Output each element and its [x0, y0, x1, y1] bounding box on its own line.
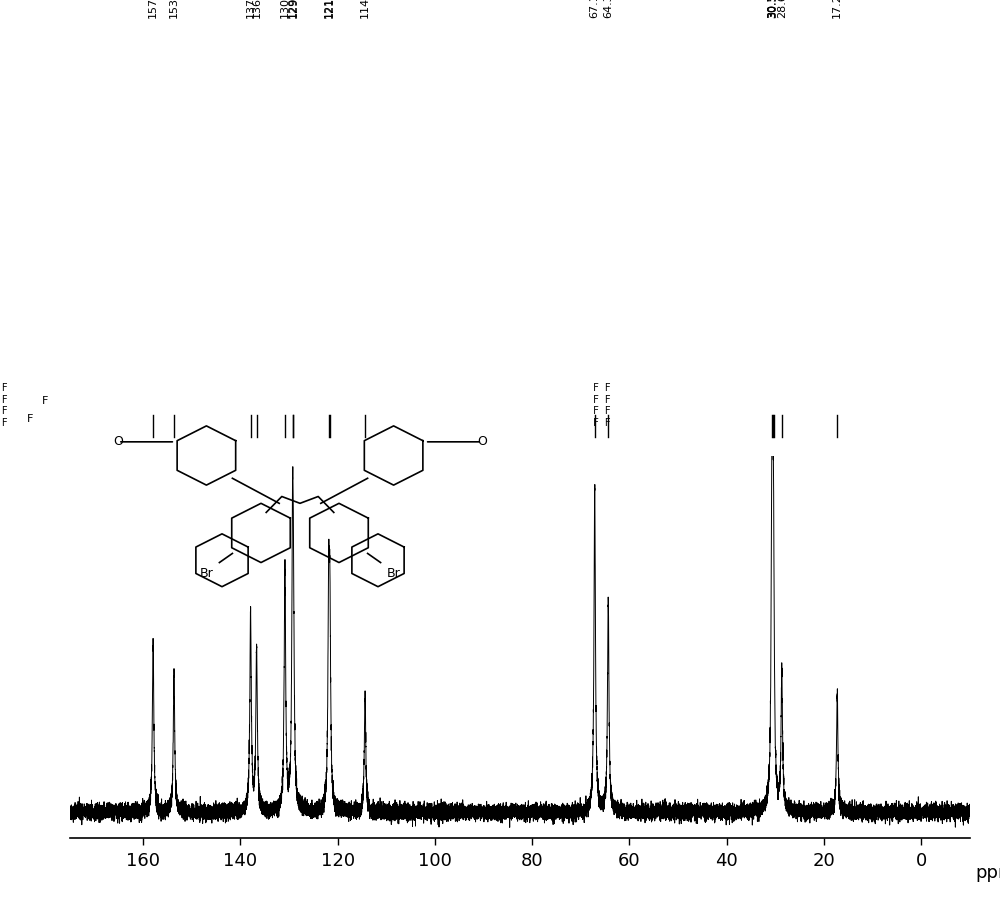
Text: 30.74: 30.74: [767, 0, 777, 18]
Text: F: F: [26, 415, 33, 424]
Text: 130.82: 130.82: [280, 0, 290, 18]
Text: 17.29: 17.29: [832, 0, 842, 18]
Text: 153.62: 153.62: [169, 0, 179, 18]
Text: 30.38: 30.38: [769, 0, 779, 18]
Text: 114.35: 114.35: [360, 0, 370, 18]
Text: 129.25: 129.25: [288, 0, 298, 18]
Text: Br: Br: [387, 568, 400, 580]
Text: 121.58: 121.58: [325, 0, 335, 18]
Text: F: F: [42, 396, 48, 405]
Text: 157.92: 157.92: [148, 0, 158, 18]
Text: F F
F F
F F
F F: F F F F F F F F: [0, 383, 7, 428]
Text: 137.88: 137.88: [246, 0, 256, 18]
Text: F F
F F
F F
F F: F F F F F F F F: [593, 383, 610, 428]
Text: 64.36: 64.36: [603, 0, 613, 18]
Text: 30.56: 30.56: [768, 0, 778, 18]
Text: 28.69: 28.69: [777, 0, 787, 18]
Text: 67.14: 67.14: [590, 0, 600, 18]
Text: 129.07: 129.07: [288, 0, 298, 18]
Text: ppm: ppm: [975, 864, 1000, 882]
Text: O: O: [477, 435, 487, 448]
Text: 136.64: 136.64: [252, 0, 262, 18]
Text: Br: Br: [200, 568, 213, 580]
Text: O: O: [113, 435, 123, 448]
Text: 121.83: 121.83: [324, 0, 334, 18]
